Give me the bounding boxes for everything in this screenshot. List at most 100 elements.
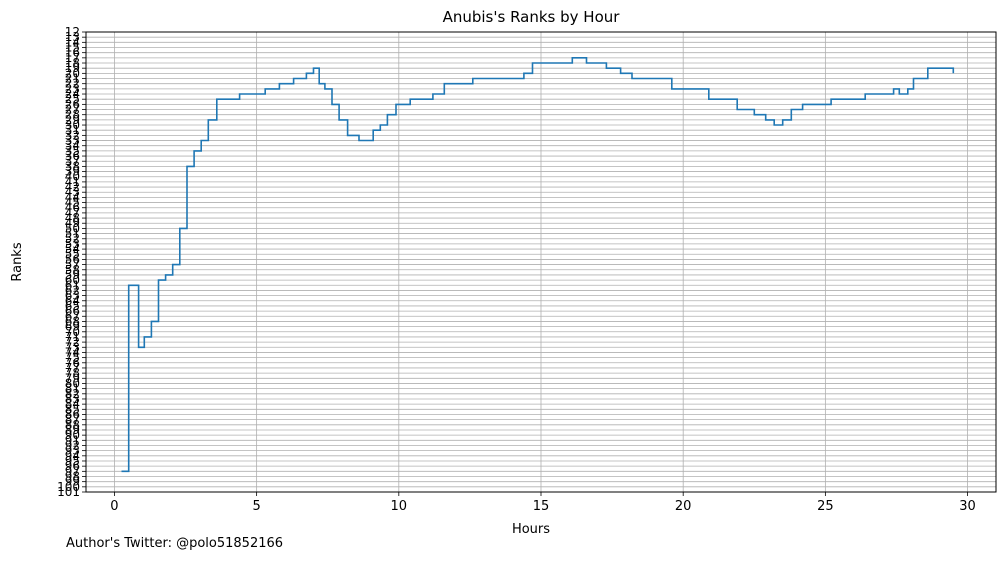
y-tick-label: 58 [65,263,80,277]
y-tick-label: 38 [65,159,80,173]
y-tick-label: 34 [65,139,80,153]
x-tick-label: 5 [252,499,260,514]
y-tick-label: 31 [65,123,80,137]
chart-title: Anubis's Ranks by Hour [443,8,621,26]
plot-frame [85,31,997,493]
y-tick-label: 36 [65,149,80,163]
x-tick-label: 30 [959,499,976,514]
y-tick-label: 62 [65,283,80,297]
y-tick-label: 24 [65,87,80,101]
y-tick-label: 15 [65,41,80,55]
x-tick-label: 10 [391,499,408,514]
author-credit: Author's Twitter: @polo51852166 [66,536,284,551]
y-tick-label: 56 [65,252,80,266]
y-axis-label: Ranks [10,242,25,281]
y-tick-label: 21 [65,72,80,86]
y-tick-label: 16 [65,46,80,60]
y-tick-label: 46 [65,201,80,215]
rank-series-line [121,57,955,473]
y-tick-label: 76 [65,356,80,370]
y-tick-label: 98 [65,469,80,483]
y-tick-label: 27 [65,103,80,117]
y-tick-label: 100 [57,480,80,494]
grid-lines [86,31,996,493]
y-tick-label: 35 [65,144,80,158]
y-tick-label: 48 [65,211,80,225]
x-tick-label: 25 [817,499,834,514]
y-tick-label: 39 [65,165,80,179]
y-tick-label: 17 [65,51,80,65]
y-tick-label: 101 [57,485,80,499]
y-tick-label: 42 [65,180,80,194]
y-tick-label: 81 [65,382,80,396]
y-tick-label: 23 [65,82,80,96]
y-tick-label: 29 [65,113,80,127]
y-tick-label: 32 [65,128,80,142]
x-tick-label: 0 [110,499,118,514]
x-axis-label: Hours [512,522,550,537]
y-tick-label: 82 [65,387,80,401]
y-tick-label: 77 [65,361,80,375]
y-tick-label: 95 [65,454,80,468]
y-tick-label: 49 [65,216,80,230]
x-tick-label: 15 [533,499,550,514]
y-tick-label: 61 [65,278,80,292]
y-tick-label: 55 [65,247,80,261]
y-tick-label: 89 [65,423,80,437]
x-axis-ticks: 0 5 10 15 20 25 30 [110,492,976,514]
y-tick-label: 64 [65,294,80,308]
y-tick-label: 85 [65,402,80,416]
y-tick-label: 79 [65,371,80,385]
y-tick-label: 22 [65,77,80,91]
y-tick-label: 63 [65,289,80,303]
y-tick-label: 14 [65,35,80,49]
y-tick-label: 51 [65,227,80,241]
y-tick-label: 43 [65,185,80,199]
y-tick-label: 93 [65,444,80,458]
y-tick-label: 88 [65,418,80,432]
y-tick-label: 67 [65,309,80,323]
y-tick-label: 13 [65,30,80,44]
y-tick-label: 12 [65,25,80,39]
y-tick-label: 86 [65,407,80,421]
y-tick-label: 99 [65,475,80,489]
y-tick-label: 69 [65,320,80,334]
y-tick-label: 30 [65,118,80,132]
y-tick-label: 59 [65,268,80,282]
y-tick-label: 20 [65,66,80,80]
y-tick-label: 18 [65,56,80,70]
y-tick-label: 57 [65,258,80,272]
y-tick-label: 53 [65,237,80,251]
y-tick-label: 78 [65,366,80,380]
y-tick-label: 47 [65,206,80,220]
y-tick-label: 25 [65,92,80,106]
y-tick-label: 19 [65,61,80,75]
y-tick-label: 65 [65,299,80,313]
y-tick-label: 73 [65,340,80,354]
y-tick-label: 60 [65,273,80,287]
y-tick-label: 33 [65,134,80,148]
y-tick-label: 96 [65,459,80,473]
y-tick-label: 70 [65,325,80,339]
y-tick-label: 80 [65,376,80,390]
y-tick-label: 72 [65,335,80,349]
y-tick-label: 94 [65,449,80,463]
y-tick-label: 87 [65,413,80,427]
y-tick-label: 50 [65,221,80,235]
y-tick-label: 28 [65,108,80,122]
y-tick-label: 90 [65,428,80,442]
y-tick-label: 74 [65,345,80,359]
y-tick-label: 37 [65,154,80,168]
y-tick-label: 26 [65,97,80,111]
x-tick-label: 20 [675,499,692,514]
y-tick-label: 97 [65,464,80,478]
y-tick-label: 41 [65,175,80,189]
y-tick-label: 84 [65,397,80,411]
y-axis-ticks: 1213141516171819202122232425262728293031… [57,25,86,499]
y-tick-label: 44 [65,190,80,204]
y-tick-label: 68 [65,314,80,328]
y-tick-label: 52 [65,232,80,246]
y-tick-label: 92 [65,438,80,452]
y-tick-label: 45 [65,196,80,210]
